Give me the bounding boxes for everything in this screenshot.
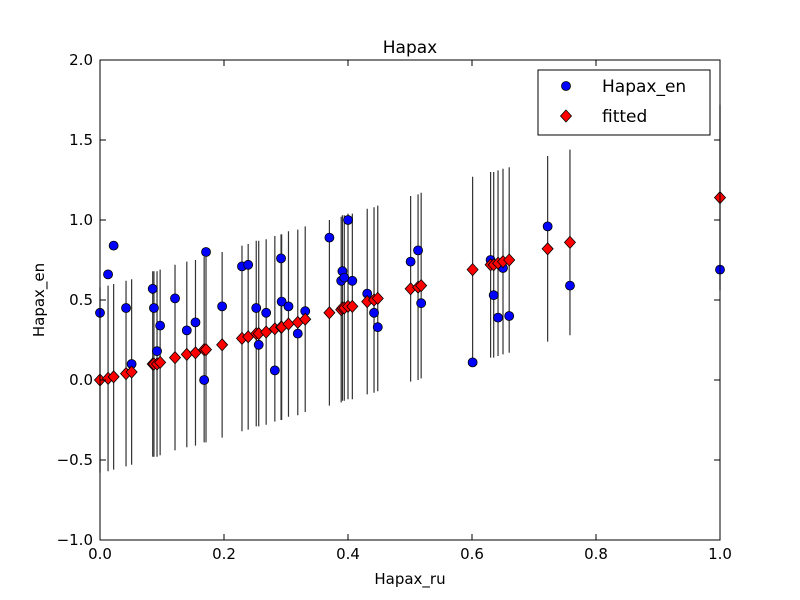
fitted-point — [154, 355, 167, 369]
fitted-point — [125, 365, 138, 379]
y-tick-label: 1.5 — [69, 131, 93, 149]
y-axis-ticks: −1.0 −0.5 0.0 0.5 1.0 1.5 2.0 — [57, 51, 720, 549]
plot-frame — [99, 59, 721, 541]
fitted-point — [563, 235, 577, 249]
hapax-en-point — [152, 346, 162, 357]
fitted-point — [216, 338, 229, 352]
y-tick-label: −1.0 — [57, 531, 93, 549]
y-tick-label: 0.0 — [69, 371, 93, 389]
hapax-en-point — [269, 365, 280, 376]
x-tick-label: 0.6 — [460, 545, 484, 563]
hapax-en-point — [343, 215, 353, 225]
fitted-point — [107, 370, 120, 384]
hapax-en-point — [190, 317, 201, 328]
legend-box — [537, 69, 711, 136]
legend: Hapax_en fitted — [537, 69, 711, 136]
fitted-point — [541, 242, 554, 256]
hapax-en-point — [170, 293, 180, 304]
hapax-en-point — [121, 303, 131, 313]
x-tick-label: 0.0 — [88, 545, 112, 563]
hapax-en-point — [243, 259, 254, 270]
legend-marker-hapax-en — [561, 81, 571, 91]
legend-label-fitted: fitted — [602, 107, 647, 127]
y-tick-label: 1.0 — [69, 211, 93, 229]
hapax-en-point — [261, 307, 272, 318]
hapax-en-point — [542, 221, 553, 232]
hapax-en-point — [276, 296, 287, 307]
y-axis-label: Hapax_en — [30, 263, 49, 337]
hapax-en-point — [149, 303, 159, 313]
hapax-en-point — [253, 339, 264, 350]
plot-area — [93, 104, 727, 473]
hapax-en-point — [369, 307, 379, 318]
fitted-point — [323, 306, 336, 320]
legend-label-hapax-en: Hapax_en — [602, 77, 686, 97]
x-tick-label: 0.8 — [584, 545, 608, 563]
hapax-en-point — [504, 311, 515, 321]
fitted-point — [260, 325, 273, 339]
x-tick-label: 1.0 — [708, 545, 732, 563]
hapax-en-point — [324, 232, 335, 243]
hapax-en-point — [339, 272, 350, 283]
fitted-point — [199, 343, 213, 357]
hapax-en-point — [372, 322, 383, 333]
hapax-en-point — [199, 375, 210, 385]
fitted-point — [371, 291, 384, 305]
hapax-en-point — [565, 280, 575, 291]
hapax-en-point — [217, 301, 228, 312]
hapax-en-point — [181, 325, 192, 336]
hapax-en-point — [292, 328, 303, 339]
hapax-en-point — [147, 283, 158, 294]
x-tick-label: 0.4 — [336, 545, 360, 563]
hapax-en-point — [283, 301, 294, 312]
y-tick-label: −0.5 — [57, 451, 93, 469]
hapax-en-point — [416, 298, 427, 309]
hapax-en-point — [251, 303, 262, 313]
fitted-point — [168, 351, 182, 365]
fitted-point — [189, 346, 202, 360]
x-axis-ticks: 0.0 0.2 0.4 0.6 0.8 1.0 — [88, 60, 732, 563]
hapax-en-point — [467, 357, 478, 368]
x-tick-label: 0.2 — [212, 545, 236, 563]
fitted-point — [346, 299, 359, 313]
y-tick-label: 2.0 — [69, 51, 93, 69]
y-tick-label: 0.5 — [69, 291, 93, 309]
x-axis-label: Hapax_ru — [374, 570, 445, 589]
fitted-point — [415, 279, 428, 293]
hapax-en-point — [413, 245, 423, 256]
hapax-en-point — [155, 320, 166, 331]
legend-marker-fitted — [559, 109, 573, 123]
fitted-point — [466, 263, 479, 277]
hapax-en-point — [103, 269, 113, 280]
chart-title: Hapax — [383, 38, 437, 58]
fitted-point — [503, 253, 516, 267]
hapax-en-point — [108, 240, 119, 251]
hapax-en-point — [347, 275, 358, 286]
hapax-en-point — [488, 290, 499, 301]
hapax-en-point — [493, 312, 503, 323]
fitted-point — [299, 312, 312, 326]
hapax-en-point — [276, 253, 286, 264]
hapax-en-point — [201, 247, 211, 257]
hapax-en-point — [405, 256, 416, 267]
